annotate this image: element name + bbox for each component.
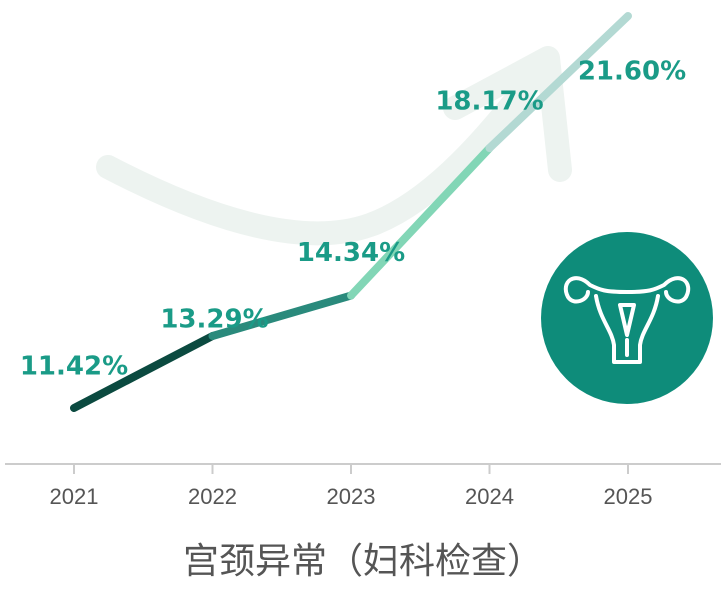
x-tick-label: 2024	[465, 484, 514, 509]
value-label: 14.34%	[297, 238, 405, 268]
arrow-head	[443, 46, 572, 182]
icon	[541, 232, 713, 404]
value-label: 13.29%	[160, 304, 268, 334]
x-tick-label: 2023	[327, 484, 376, 509]
value-label: 18.17%	[435, 87, 543, 117]
line-segment	[485, 12, 632, 153]
decorative-arrow	[96, 46, 572, 246]
line-segment	[208, 291, 355, 340]
uterus-icon	[563, 276, 691, 364]
chart-title: 宫颈异常（妇科检查）	[183, 541, 543, 582]
value-label: 21.60%	[578, 57, 686, 87]
arrow-curve	[96, 48, 560, 246]
x-tick-label: 2022	[188, 484, 237, 509]
x-tick-label: 2021	[50, 484, 99, 509]
x-tick-label: 2025	[604, 484, 653, 509]
value-label: 11.42%	[20, 352, 128, 382]
line-segment	[347, 144, 494, 300]
icon-circle	[541, 232, 713, 404]
line-segment	[70, 331, 217, 412]
plot	[70, 12, 632, 412]
